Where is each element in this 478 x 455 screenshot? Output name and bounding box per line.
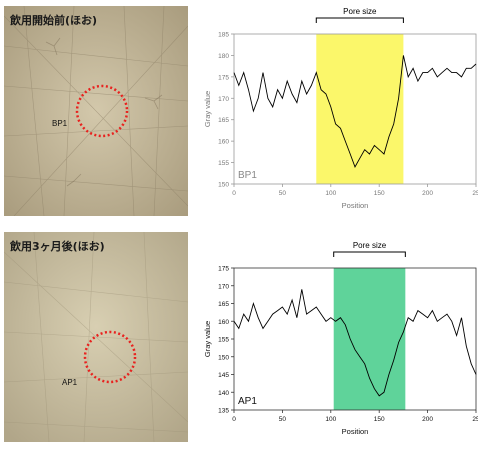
y-tick-label: 180	[218, 53, 229, 60]
photo-title-after: 飲用3ヶ月後(ほお)	[9, 239, 105, 253]
x-tick-label: 150	[374, 190, 385, 197]
y-axis-label: Gray value	[203, 91, 212, 127]
y-tick-label: 175	[218, 266, 229, 273]
pore-size-label: Pore size	[343, 7, 377, 16]
y-tick-label: 145	[218, 372, 229, 379]
x-tick-label: 150	[374, 416, 385, 423]
x-tick-label: 200	[422, 416, 433, 423]
chart-svg-after: Pore size 135 140 145 150 155 160 165 170 175 0 50 1…	[203, 241, 478, 436]
y-tick-label: 155	[218, 160, 229, 167]
y-tick-label: 165	[218, 301, 229, 308]
pore-marker-before	[75, 84, 129, 138]
gray-value-line	[233, 289, 477, 397]
y-tick-label: 160	[218, 139, 229, 146]
pore-highlight-band	[333, 268, 406, 410]
x-axis-label: Position	[342, 201, 369, 210]
gray-profile-chart-after: Pore size 135 140 145 150 155 160 165 170 175 0 50 1…	[196, 232, 478, 450]
x-tick-label: 25	[472, 190, 478, 197]
skin-photo-before-image: 飲用開始前(ほお) BP1	[4, 6, 188, 216]
y-axis-label: Gray value	[203, 321, 212, 357]
x-tick-label: 0	[232, 416, 236, 423]
x-tick-label: 0	[232, 190, 236, 197]
skin-photo-before: 飲用開始前(ほお) BP1	[4, 6, 188, 216]
marker-label-after: AP1	[62, 378, 78, 387]
x-tick-label: 100	[325, 190, 336, 197]
y-tick-label: 140	[218, 390, 229, 397]
skin-photo-after-image: 飲用3ヶ月後(ほお) AP1	[4, 232, 188, 442]
y-tick-label: 150	[218, 182, 229, 189]
y-tick-label: 135	[218, 408, 229, 415]
y-tick-label: 155	[218, 337, 229, 344]
photo-title-before: 飲用開始前(ほお)	[9, 13, 97, 27]
y-tick-label: 165	[218, 117, 229, 124]
skin-photo-after: 飲用3ヶ月後(ほお) AP1	[4, 232, 188, 442]
panel-label: BP1	[238, 170, 257, 181]
pore-size-bracket	[333, 251, 406, 257]
x-tick-label: 50	[279, 416, 287, 423]
x-tick-label: 100	[325, 416, 336, 423]
y-tick-label: 170	[218, 283, 229, 290]
x-axis-label: Position	[342, 427, 369, 436]
y-tick-label: 160	[218, 319, 229, 326]
gray-profile-chart-before: Pore size 150 155 160 165 170 175 180 185 0 50 100 1…	[196, 6, 478, 224]
x-tick-label: 25	[472, 416, 478, 423]
marker-label-before: BP1	[52, 119, 68, 128]
panel-label: AP1	[238, 396, 257, 407]
pore-size-bracket	[315, 17, 404, 23]
y-tick-label: 170	[218, 96, 229, 103]
pore-highlight-band	[316, 34, 404, 184]
pore-marker-after	[83, 330, 137, 384]
x-tick-label: 50	[279, 190, 287, 197]
chart-svg-before: Pore size 150 155 160 165 170 175 180 185 0 50 100 1…	[203, 7, 478, 210]
x-tick-label: 200	[422, 190, 433, 197]
plot-frame	[233, 33, 477, 185]
y-tick-label: 175	[218, 74, 229, 81]
y-tick-label: 150	[218, 354, 229, 361]
y-tick-label: 185	[218, 32, 229, 39]
gray-value-line	[233, 55, 477, 168]
pore-size-label: Pore size	[353, 241, 387, 250]
